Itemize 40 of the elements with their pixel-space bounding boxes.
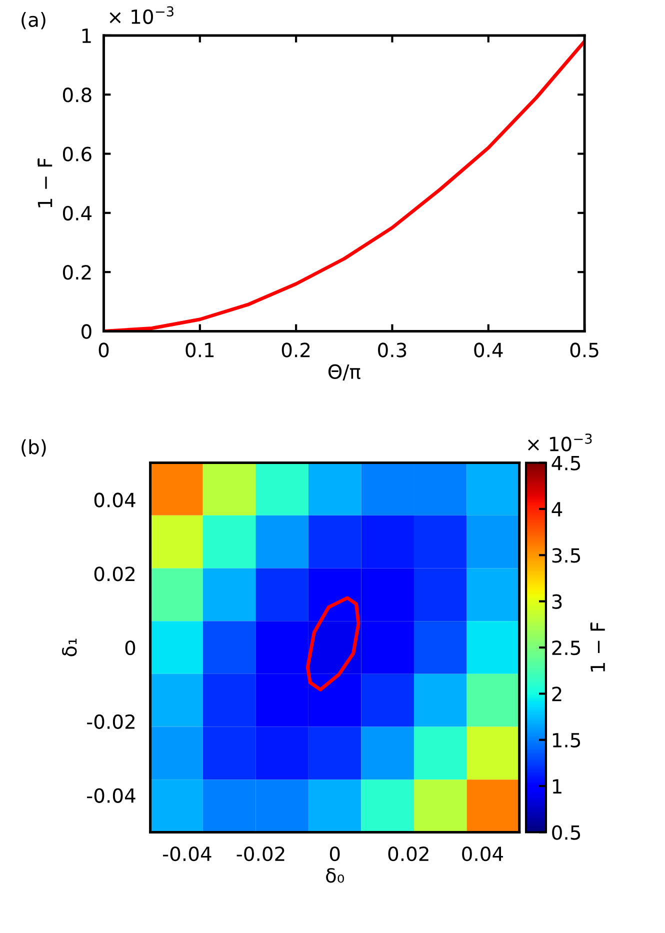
text: (b) — [22, 439, 46, 457]
y-tick-label: 0 — [82, 324, 92, 339]
color-bar-label: 1.5 — [552, 733, 580, 748]
color-bar-label: 2 — [552, 686, 562, 702]
color-bar-label: 4 — [552, 502, 562, 516]
color-bar-label: 1 — [552, 779, 562, 794]
x-tick-label: 0.4 — [474, 342, 503, 358]
color-bar-label: 4.5 — [552, 456, 580, 470]
color-bar-label: 2.5 — [552, 640, 580, 656]
line-series — [306, 596, 360, 692]
y-tick-label: 0.2 — [62, 265, 91, 280]
x-tick-label: 0.1 — [186, 342, 214, 358]
x-tick-label: -0.04 — [162, 846, 212, 862]
x-tick-label: 0.3 — [378, 342, 406, 358]
text: (a) — [22, 12, 46, 30]
x-tick-label: 0.5 — [570, 342, 598, 358]
x-tick-label: 0.04 — [462, 846, 504, 862]
color-bar-label: 3 — [552, 594, 562, 609]
color-bar-label: 0.5 — [552, 825, 580, 840]
x-tick-label: -0.02 — [236, 846, 284, 862]
x-tick-label: 0.2 — [282, 342, 310, 358]
y-tick-label: 0.6 — [62, 146, 92, 162]
y-tick-label: 0 — [125, 640, 136, 656]
x-axis-title: δ₀ — [326, 868, 344, 883]
y-tick-label: 0.4 — [62, 206, 92, 221]
color-bar-title: 1 − F̄ — [590, 622, 605, 672]
y-tick-label: -0.04 — [87, 788, 136, 803]
y-tick-label: 0.04 — [94, 492, 136, 508]
color-bar-label: 3.5 — [552, 548, 580, 563]
text: × 10$^{−3}$ — [528, 434, 592, 452]
x-axis-title: Θ/π — [328, 364, 360, 380]
y-tick-label: 0.02 — [94, 566, 134, 582]
y-axis-title: 1 − F̄ — [38, 158, 52, 208]
y-tick-label: 1 — [82, 28, 91, 43]
text: × 10$^{−3}$ — [110, 6, 174, 24]
x-tick-label: 0.02 — [388, 846, 428, 862]
y-axis-title: δ₁ — [62, 638, 77, 656]
y-tick-label: -0.02 — [87, 714, 134, 730]
y-tick-label: 0.8 — [62, 88, 92, 102]
x-tick-label: 0 — [330, 846, 340, 862]
